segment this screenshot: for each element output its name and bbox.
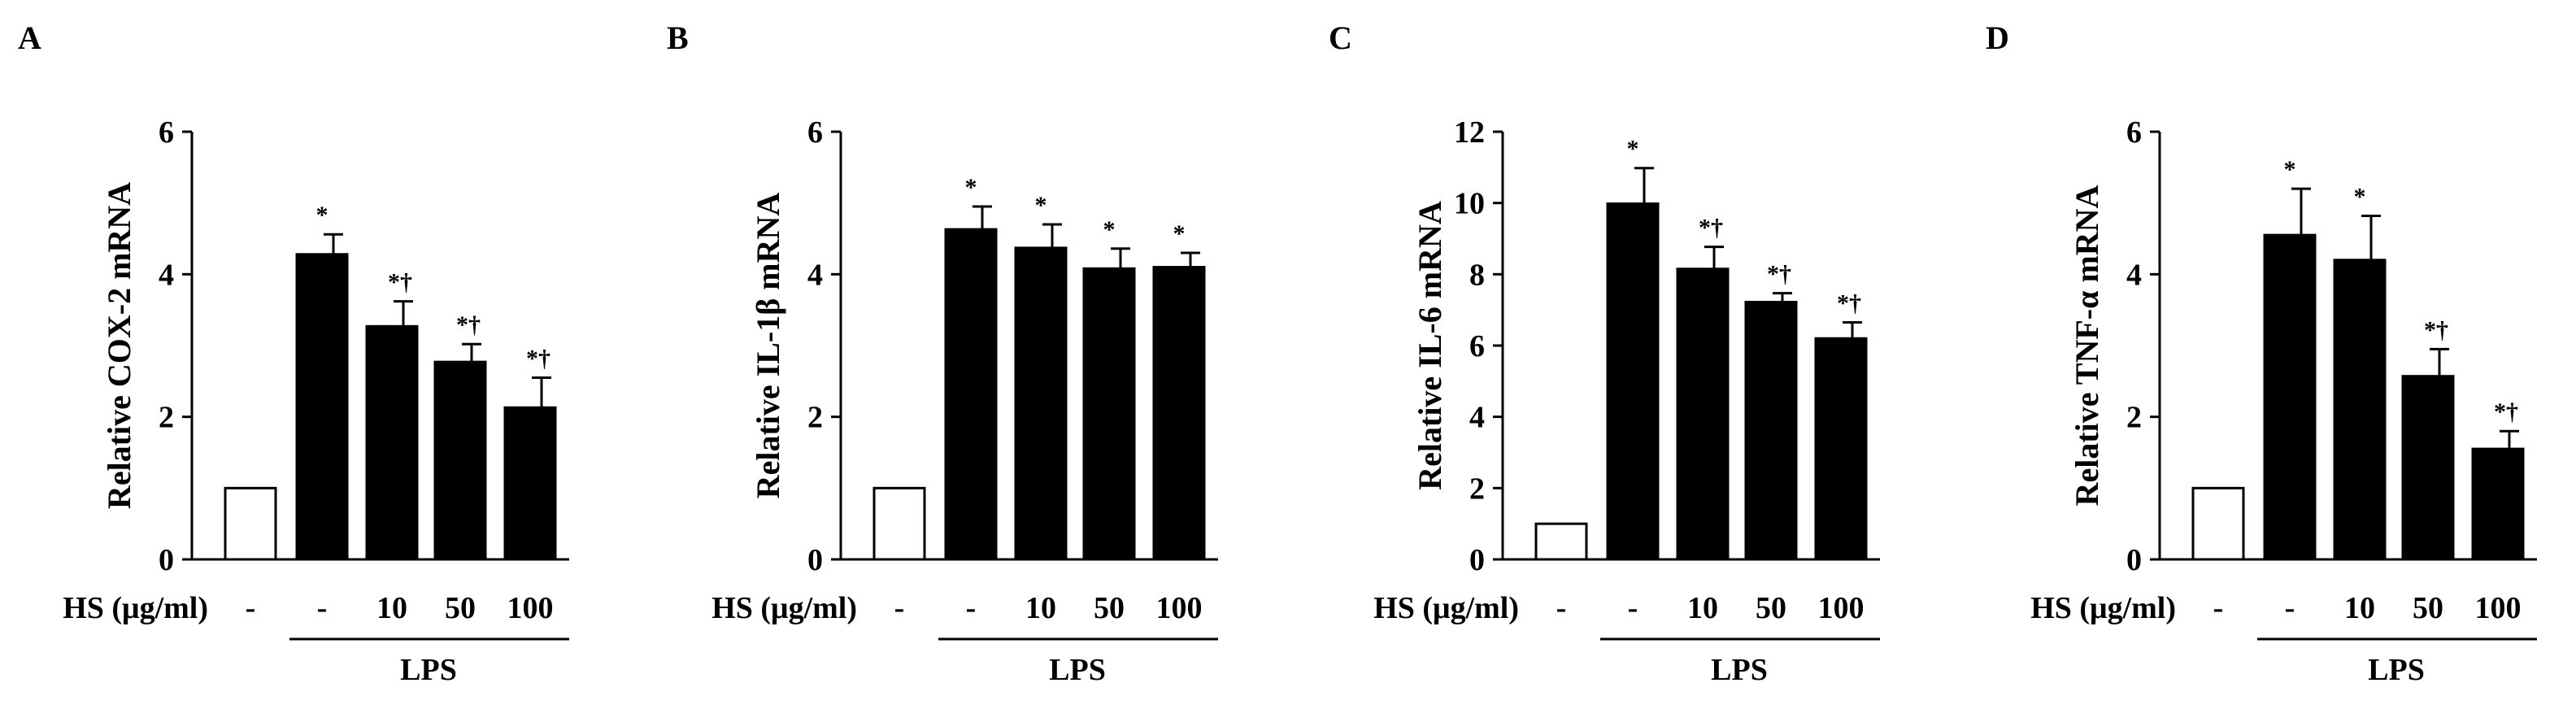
bar xyxy=(1814,337,1868,561)
x-category-label: 100 xyxy=(1818,591,1865,625)
y-tick-label: 2 xyxy=(807,401,823,435)
x-category-label: - xyxy=(1556,591,1567,625)
significance-mark: * xyxy=(1103,216,1116,243)
bar xyxy=(1744,301,1798,561)
bar xyxy=(1676,268,1730,561)
x-category-label: 100 xyxy=(2475,591,2522,625)
x-category-label: 10 xyxy=(376,591,407,625)
bar xyxy=(224,486,277,561)
y-tick-label: 2 xyxy=(159,401,174,435)
bar xyxy=(1014,246,1068,561)
significance-mark: * xyxy=(1627,136,1639,163)
bar xyxy=(295,253,349,561)
y-tick-label: 8 xyxy=(1469,258,1485,292)
panel-letter: A xyxy=(18,20,41,56)
chart-panel-d: D 0 2 4 6 Relative TNF-α mRNA - * - * 10 *† 50 *† 100 H… xyxy=(1986,20,2537,687)
significance-mark: * xyxy=(316,202,329,228)
significance-mark: *† xyxy=(388,269,412,296)
y-axis-title: Relative IL-1β mRNA xyxy=(750,193,786,499)
x-axis-title: HS (μg/ml) xyxy=(63,591,208,625)
bar xyxy=(365,324,419,561)
x-axis-title: HS (μg/ml) xyxy=(711,591,857,625)
bar xyxy=(1606,202,1660,561)
chart-panel-b: B 0 2 4 6 Relative IL-1β mRNA - * - * 10 * 50 * 100 HS … xyxy=(667,20,1218,687)
significance-mark: *† xyxy=(1699,215,1723,241)
x-category-label: - xyxy=(2213,591,2224,625)
significance-mark: * xyxy=(1173,220,1186,247)
x-category-label: 10 xyxy=(2344,591,2375,625)
significance-mark: *† xyxy=(526,345,550,372)
panel-letter: C xyxy=(1329,20,1352,56)
y-tick-label: 4 xyxy=(159,258,174,292)
bar xyxy=(1082,267,1136,561)
y-tick-label: 6 xyxy=(159,115,174,150)
x-category-label: - xyxy=(317,591,328,625)
x-category-label: 50 xyxy=(2413,591,2443,625)
bar xyxy=(2471,447,2525,561)
bar xyxy=(944,228,998,561)
y-tick-label: 6 xyxy=(807,115,823,150)
bar xyxy=(2263,233,2317,561)
group-label: LPS xyxy=(1711,653,1768,687)
y-tick-label: 12 xyxy=(1454,115,1485,150)
bar xyxy=(433,360,487,561)
y-axis-title: Relative TNF-α mRNA xyxy=(2069,185,2105,506)
x-axis-title: HS (μg/ml) xyxy=(1373,591,1519,625)
x-category-label: 100 xyxy=(507,591,554,625)
y-tick-label: 4 xyxy=(1469,401,1485,435)
x-category-label: 50 xyxy=(1094,591,1125,625)
chart-panel-c: C 0 2 4 6 8 10 12 Relative IL-6 mRNA - * - *† 10 *† 50 *… xyxy=(1329,20,1880,687)
significance-mark: *† xyxy=(1767,261,1791,288)
x-category-label: - xyxy=(1628,591,1638,625)
significance-mark: *† xyxy=(1837,290,1861,317)
panel-letter: D xyxy=(1986,20,2009,56)
x-category-label: 10 xyxy=(1687,591,1718,625)
significance-mark: *† xyxy=(2494,398,2518,425)
significance-mark: * xyxy=(965,174,977,201)
significance-mark: * xyxy=(2354,183,2366,210)
y-tick-label: 0 xyxy=(807,543,823,577)
bar xyxy=(1534,522,1588,561)
x-category-label: 100 xyxy=(1156,591,1203,625)
y-tick-label: 0 xyxy=(159,543,174,577)
bar xyxy=(872,486,926,561)
x-category-label: - xyxy=(246,591,256,625)
y-tick-label: 2 xyxy=(2126,401,2142,435)
x-category-label: - xyxy=(2285,591,2295,625)
x-category-label: 50 xyxy=(445,591,476,625)
y-tick-label: 2 xyxy=(1469,472,1485,506)
significance-mark: *† xyxy=(456,311,481,338)
significance-mark: * xyxy=(2284,156,2296,183)
significance-mark: * xyxy=(1035,192,1047,219)
y-tick-label: 4 xyxy=(807,258,823,292)
bar xyxy=(1152,266,1206,561)
x-category-label: 10 xyxy=(1025,591,1056,625)
panel-letter: B xyxy=(667,20,689,56)
x-category-label: - xyxy=(894,591,905,625)
significance-mark: *† xyxy=(2424,316,2448,343)
y-tick-label: 0 xyxy=(1469,543,1485,577)
group-label: LPS xyxy=(1049,653,1106,687)
bar xyxy=(2333,259,2387,561)
y-tick-label: 4 xyxy=(2126,258,2142,292)
y-tick-label: 10 xyxy=(1454,187,1485,221)
y-axis-title: Relative IL-6 mRNA xyxy=(1412,201,1448,490)
group-label: LPS xyxy=(2368,653,2425,687)
bar xyxy=(503,406,557,561)
chart-panel-a: A 0 2 4 6 Relative COX-2 mRNA - * - *† 10 *† 50 *† 100… xyxy=(18,20,569,687)
x-category-label: 50 xyxy=(1756,591,1786,625)
y-axis-title: Relative COX-2 mRNA xyxy=(101,182,137,509)
group-label: LPS xyxy=(400,653,457,687)
bar xyxy=(2401,375,2455,561)
x-category-label: - xyxy=(966,591,977,625)
x-axis-title: HS (μg/ml) xyxy=(2030,591,2176,625)
y-tick-label: 0 xyxy=(2126,543,2142,577)
y-tick-label: 6 xyxy=(1469,329,1485,363)
y-tick-label: 6 xyxy=(2126,115,2142,150)
bar xyxy=(2191,486,2245,561)
